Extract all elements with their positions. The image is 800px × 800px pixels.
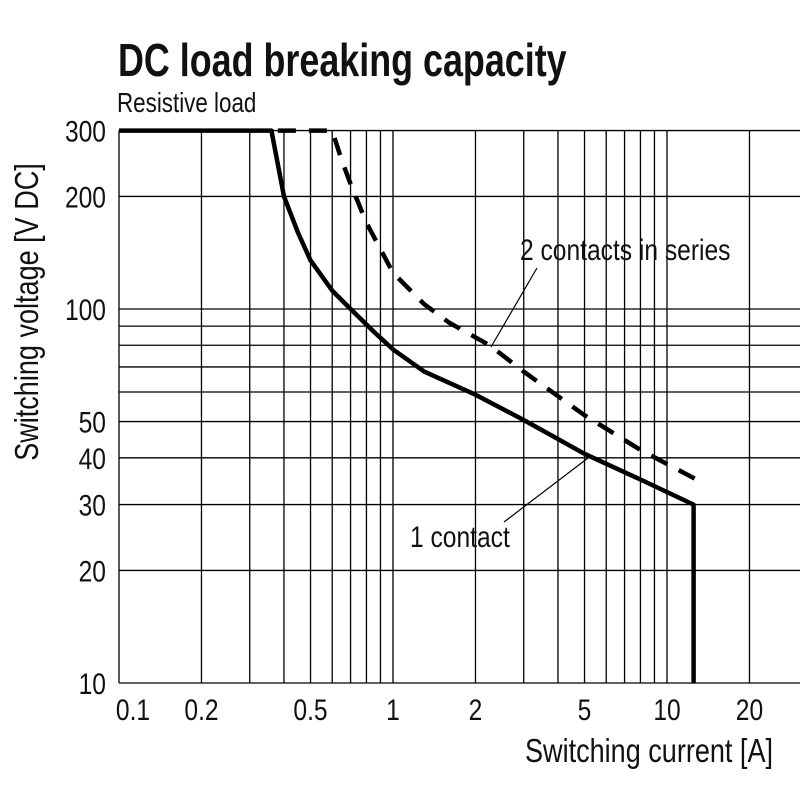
chart-subtitle: Resistive load — [117, 88, 256, 119]
y-tick-label: 10 — [79, 667, 106, 701]
series-line-2-contacts-in-series — [277, 128, 698, 482]
x-tick-label: 20 — [736, 693, 763, 727]
y-tick-label-group: 40 — [79, 441, 106, 475]
y-tick-label-group: 300 — [65, 114, 106, 148]
y-tick-label: 20 — [79, 554, 106, 588]
y-tick-label: 50 — [79, 405, 106, 439]
x-tick-label: 5 — [578, 693, 592, 727]
series-group — [119, 128, 698, 683]
y-tick-label-group: 100 — [65, 293, 106, 327]
x-tick-label: 1 — [386, 693, 400, 727]
y-tick-label: 40 — [79, 441, 106, 475]
y-tick-label-group: 30 — [79, 488, 106, 522]
x-tick-label: 10 — [653, 693, 680, 727]
y-tick-label-group: 20 — [79, 554, 106, 588]
x-tick-label-group: 1 — [386, 693, 400, 727]
x-tick-label-group: 0.2 — [184, 693, 218, 727]
grid — [118, 129, 800, 684]
annotation-2-contacts: 2 contacts in series — [520, 233, 730, 267]
y-tick-label-group: 10 — [79, 667, 106, 701]
annotation-leader-1-contact — [503, 457, 589, 523]
x-tick-label: 0.5 — [293, 693, 327, 727]
y-tick-label: 200 — [65, 180, 106, 214]
annotation-leader-2-contacts — [490, 267, 538, 348]
x-tick-label: 0.2 — [184, 693, 218, 727]
x-tick-label: 2 — [469, 693, 483, 727]
x-tick-label-group: 0.1 — [116, 693, 150, 727]
x-tick-label-group: 0.5 — [293, 693, 327, 727]
y-tick-label: 30 — [79, 488, 106, 522]
x-axis-label: Switching current [A] — [525, 734, 773, 770]
y-axis-label: Switching voltage [V DC] — [10, 163, 46, 461]
x-tick-label-group: 2 — [469, 693, 483, 727]
chart-title: DC load breaking capacity — [118, 35, 567, 86]
y-tick-label-group: 50 — [79, 405, 106, 439]
x-tick-label-group: 10 — [653, 693, 680, 727]
y-tick-label-group: 200 — [65, 180, 106, 214]
x-tick-label-group: 20 — [736, 693, 763, 727]
y-tick-label: 300 — [65, 114, 106, 148]
annotation-1-contact: 1 contact — [410, 520, 510, 554]
x-tick-label: 0.1 — [116, 693, 150, 727]
x-tick-label-group: 5 — [578, 693, 592, 727]
series-line-1-contact — [119, 128, 696, 683]
y-tick-label: 100 — [65, 293, 106, 327]
annotations: 2 contacts in series 1 contact — [410, 233, 730, 554]
